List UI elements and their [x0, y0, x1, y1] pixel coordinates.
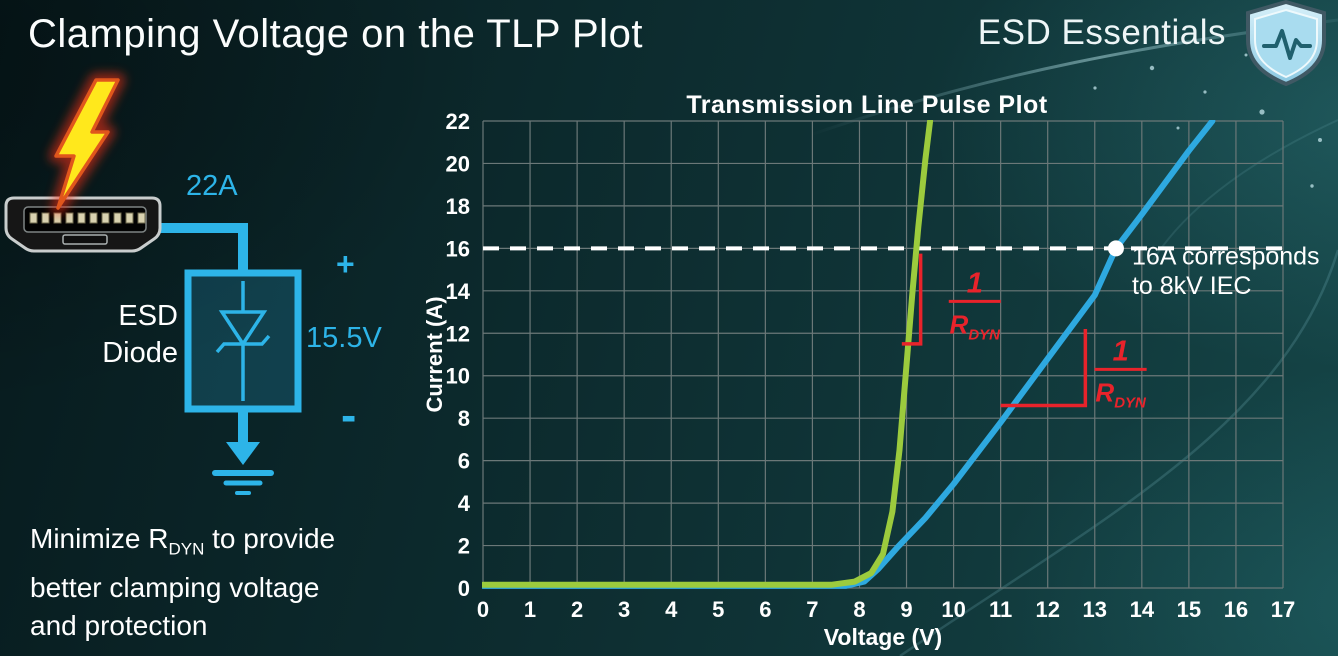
- bolt-shape: [54, 78, 120, 210]
- diode-label: ESD Diode: [86, 298, 178, 372]
- y-tick-label: 0: [458, 576, 470, 601]
- tlp-chart: 0 1 2 3 4 5 6 7 8 9 10 11 12 13 14 15 16 1702468101214161…: [425, 91, 1320, 650]
- x-tick-label: 1: [524, 597, 536, 622]
- y-axis-label: Current (A): [425, 296, 447, 412]
- x-tick-label: 6: [759, 597, 771, 622]
- y-tick-label: 4: [458, 491, 471, 516]
- x-tick-label: 0: [477, 597, 489, 622]
- iec-marker-dot: [1107, 240, 1124, 257]
- y-tick-label: 14: [446, 279, 471, 304]
- series-blue-curve-higher-rdyn: [482, 120, 1216, 589]
- polarity-minus-label: -: [341, 389, 357, 441]
- y-tick-label: 20: [446, 151, 470, 176]
- note-line1-post: to provide: [204, 523, 336, 554]
- brand-text: ESD Essentials: [977, 13, 1226, 52]
- y-tick-label: 8: [458, 406, 470, 431]
- x-tick-label: 10: [941, 597, 965, 622]
- x-tick-label: 2: [571, 597, 583, 622]
- y-tick-label: 6: [458, 449, 470, 474]
- x-axis-label: Voltage (V): [824, 624, 942, 650]
- takeaway-note: Minimize RDYN to provide better clamping…: [30, 520, 335, 645]
- x-tick-label: 9: [900, 597, 912, 622]
- pulse-line-icon: [1262, 29, 1312, 60]
- iec-annotation-line: to 8kV IEC: [1132, 272, 1252, 300]
- rdyn-denominator-base: R: [1095, 377, 1114, 407]
- rdyn-fraction-denominator: RDYN: [1095, 377, 1147, 411]
- lightning-bolt-icon: [49, 73, 125, 215]
- clamping-voltage-label: 15.5V: [306, 322, 382, 354]
- rdyn-fraction-denominator: RDYN: [950, 309, 1002, 343]
- rdyn-slope-marker: [1000, 329, 1088, 408]
- x-tick-label: 7: [806, 597, 818, 622]
- note-line-2: better clamping voltage: [30, 571, 320, 603]
- swoosh-line: [899, 249, 1338, 656]
- y-tick-label: 12: [446, 321, 470, 346]
- series-green-curve-low-rdyn: [482, 120, 934, 588]
- x-tick-label: 12: [1035, 597, 1059, 622]
- rdyn-denominator-sub: DYN: [968, 326, 1001, 343]
- connector-pins: [29, 212, 146, 224]
- rdyn-denominator-sub: DYN: [1114, 394, 1147, 411]
- x-tick-label: 16: [1224, 597, 1248, 622]
- y-tick-label: 10: [446, 364, 470, 389]
- x-tick-label: 17: [1271, 597, 1295, 622]
- surge-wire: [150, 223, 248, 274]
- rdyn-slope-marker: [901, 253, 923, 346]
- x-tick-label: 15: [1177, 597, 1201, 622]
- surge-current-label: 22A: [186, 170, 238, 202]
- note-line-3: and protection: [30, 609, 208, 641]
- x-tick-label: 5: [712, 597, 724, 622]
- shield-logo-icon: [1246, 0, 1326, 87]
- hdmi-connector-icon: [4, 196, 162, 253]
- note-line-1: Minimize RDYN to provide: [30, 520, 335, 569]
- x-tick-label: 13: [1083, 597, 1107, 622]
- y-tick-label: 16: [446, 236, 470, 261]
- iec-annotation-line: 16A corresponds: [1132, 242, 1320, 270]
- swoosh-line: [1149, 119, 1338, 266]
- x-tick-label: 4: [665, 597, 678, 622]
- y-tick-label: 2: [458, 534, 470, 559]
- polarity-plus-label: +: [336, 246, 355, 282]
- y-tick-label: 18: [446, 194, 470, 219]
- zener-diode-symbol: [215, 281, 271, 401]
- rdyn-denominator-base: R: [950, 309, 969, 339]
- x-tick-label: 11: [989, 597, 1012, 622]
- rdyn-fraction-numerator: 1: [1113, 335, 1129, 367]
- page-title: Clamping Voltage on the TLP Plot: [28, 12, 643, 56]
- note-line1-pre: Minimize R: [30, 523, 169, 554]
- y-tick-label: 22: [446, 109, 470, 134]
- note-rdyn-subscript: DYN: [168, 539, 205, 559]
- diode-label-line1: ESD: [118, 300, 178, 332]
- x-tick-label: 3: [618, 597, 630, 622]
- ground-symbol: [212, 409, 274, 495]
- x-tick-label: 14: [1130, 597, 1155, 622]
- esd-protection-diagram: [4, 73, 302, 495]
- chart-title: Transmission Line Pulse Plot: [686, 91, 1047, 119]
- rdyn-fraction-numerator: 1: [967, 267, 983, 299]
- x-tick-label: 8: [853, 597, 865, 622]
- diode-label-line2: Diode: [102, 337, 178, 369]
